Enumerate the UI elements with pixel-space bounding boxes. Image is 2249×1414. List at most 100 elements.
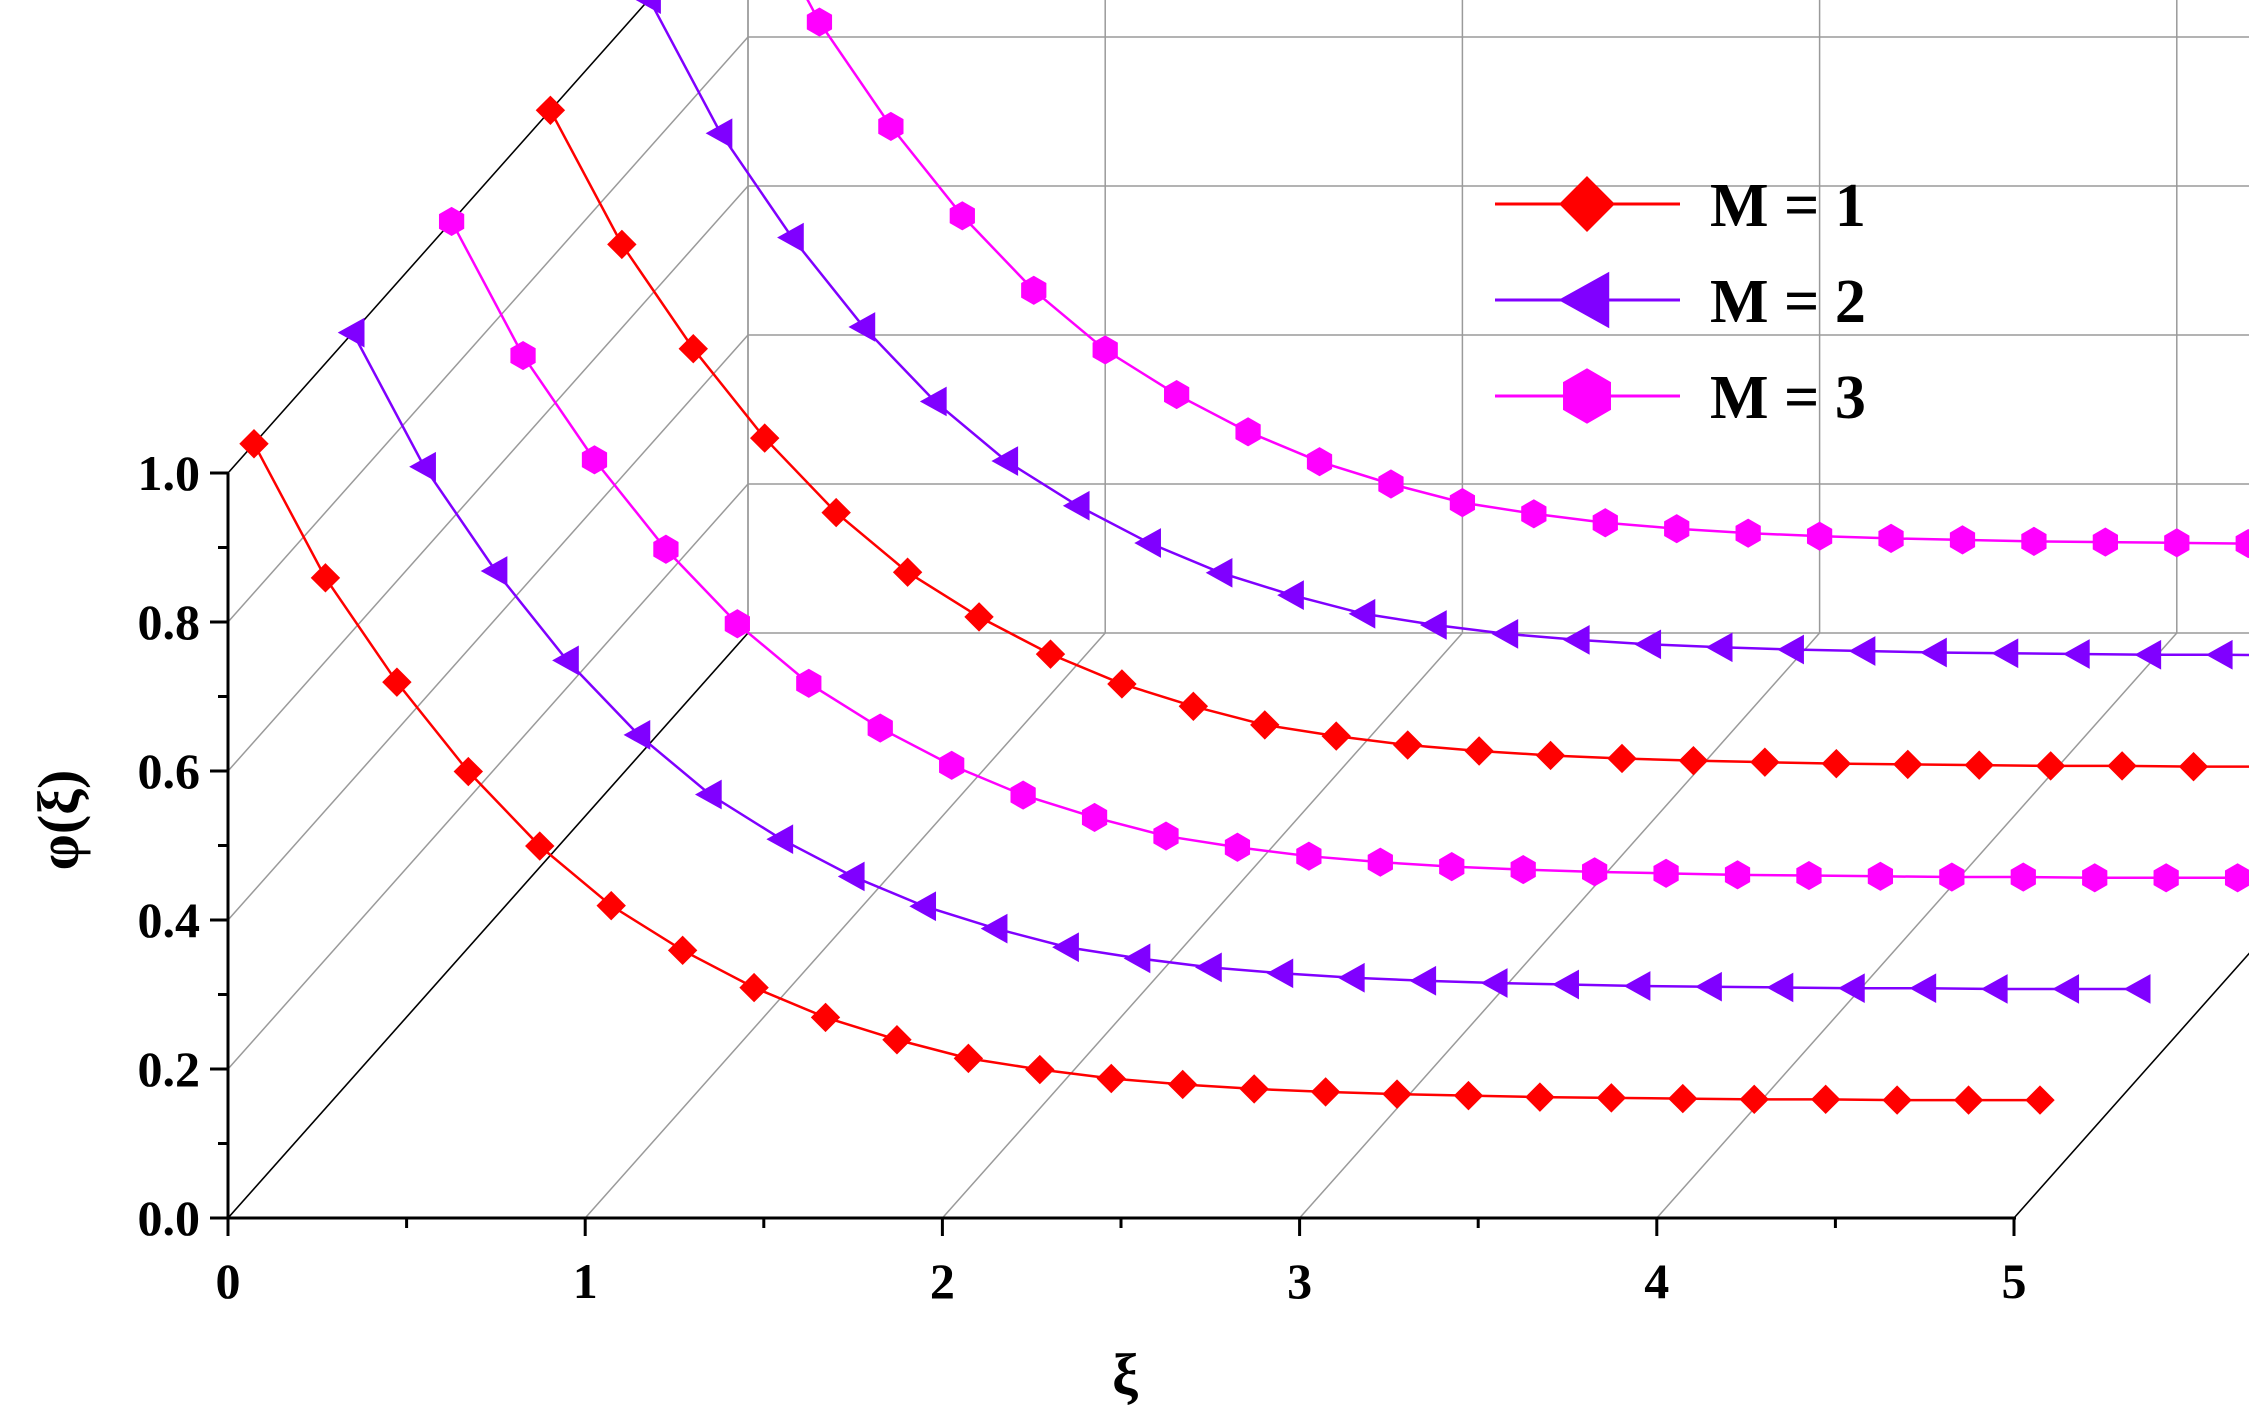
data-point [1250, 710, 1280, 740]
data-point [1596, 1083, 1627, 1113]
x-tick-label: 5 [2002, 1253, 2027, 1309]
data-point [1306, 447, 1333, 477]
data-point [1510, 855, 1536, 885]
floor-gridline [1299, 632, 1821, 1219]
series-m-1 [535, 95, 2249, 782]
data-point [2021, 526, 2047, 556]
data-point [796, 668, 822, 698]
data-point [510, 340, 536, 371]
data-point [2052, 974, 2080, 1004]
x-axis-title: ξ [1112, 1342, 1138, 1407]
data-point [837, 861, 865, 892]
y-tick-label: 0.8 [138, 594, 201, 650]
data-point [2164, 528, 2190, 558]
data-point [607, 229, 637, 260]
y-tick-label: 0.0 [138, 1190, 201, 1246]
data-point [1592, 508, 1618, 538]
data-point [1525, 1082, 1555, 1112]
data-point [1382, 1079, 1412, 1109]
data-point [2107, 751, 2137, 781]
data-point [382, 667, 412, 697]
data-point [2035, 751, 2066, 781]
data-point [724, 609, 750, 639]
data-point [739, 972, 769, 1003]
legend-marker [1559, 176, 1615, 232]
series-line [549, 109, 2249, 768]
data-point [1449, 488, 1476, 518]
data-point [1266, 958, 1294, 989]
data-point [2092, 527, 2118, 557]
data-point [1695, 971, 1722, 1002]
data-point [581, 445, 608, 475]
tick-labels: 0 1 2 3 4 5 0.0 0.2 0.4 0.6 0.8 1.0 [138, 445, 2027, 1309]
data-point [2235, 529, 2249, 559]
data-point [1205, 557, 1233, 588]
data-point [678, 333, 708, 364]
legend-entry: M = 1 [1495, 172, 1866, 240]
data-point [1123, 943, 1151, 974]
side-wall-gridline [227, 0, 650, 474]
data-point [1164, 380, 1190, 410]
data-point [2224, 863, 2249, 893]
data-point [1848, 636, 1876, 666]
data-point [1739, 1084, 1769, 1115]
data-point [1535, 740, 1566, 771]
grid [227, 0, 2249, 1219]
data-point [409, 451, 436, 482]
data-point [878, 111, 904, 141]
data-point [1035, 639, 1066, 669]
side-wall-gridline [227, 36, 749, 623]
side-wall-gridline [227, 185, 749, 772]
data-point [694, 779, 722, 810]
series-line [806, 0, 2249, 545]
data-point [867, 713, 893, 743]
data-point [777, 222, 804, 253]
data-point [1081, 802, 1108, 833]
data-point [939, 750, 965, 780]
series-m-1 [239, 429, 2055, 1115]
legend-entry: M = 3 [1495, 364, 1866, 432]
data-point [1838, 973, 1865, 1004]
data-point [2134, 639, 2162, 670]
data-point [1668, 1083, 1698, 1114]
data-point [705, 118, 733, 149]
data-point [2153, 863, 2179, 893]
data-point [1750, 747, 1780, 777]
x-tick-label: 4 [1644, 1253, 1669, 1309]
data-point [1409, 965, 1437, 996]
data-point [1634, 629, 1662, 660]
data-point [1806, 521, 1833, 551]
data-point [1552, 969, 1579, 1000]
data-point [1025, 1054, 1055, 1085]
data-point [980, 913, 1008, 944]
data-point [239, 429, 269, 459]
floor-gridline [2013, 952, 2249, 1219]
data-point [991, 446, 1019, 476]
floor-gridline [941, 632, 1463, 1219]
data-point [1939, 862, 1965, 892]
data-point [1810, 1084, 1841, 1115]
x-tick-label: 0 [216, 1253, 241, 1309]
data-point [552, 645, 579, 676]
data-point [892, 557, 923, 587]
series-layer [239, 0, 2249, 1115]
data-point [1878, 523, 1904, 553]
data-point [2062, 639, 2090, 669]
data-point [1766, 972, 1794, 1003]
data-point [1392, 730, 1423, 760]
data-point [1980, 974, 2008, 1004]
depth-edge-origin [227, 632, 749, 1219]
data-point [1653, 858, 1679, 888]
data-point [1096, 1063, 1126, 1094]
y-tick-label: 1.0 [138, 445, 201, 501]
data-point [1867, 861, 1894, 891]
data-point [964, 602, 994, 632]
data-point [2123, 974, 2151, 1004]
data-point [1521, 499, 1547, 529]
data-point [1310, 1077, 1341, 1107]
series-m-2 [635, 0, 2249, 670]
data-point [1724, 860, 1751, 890]
legend-label: M = 2 [1710, 268, 1866, 336]
data-point [1678, 745, 1709, 776]
